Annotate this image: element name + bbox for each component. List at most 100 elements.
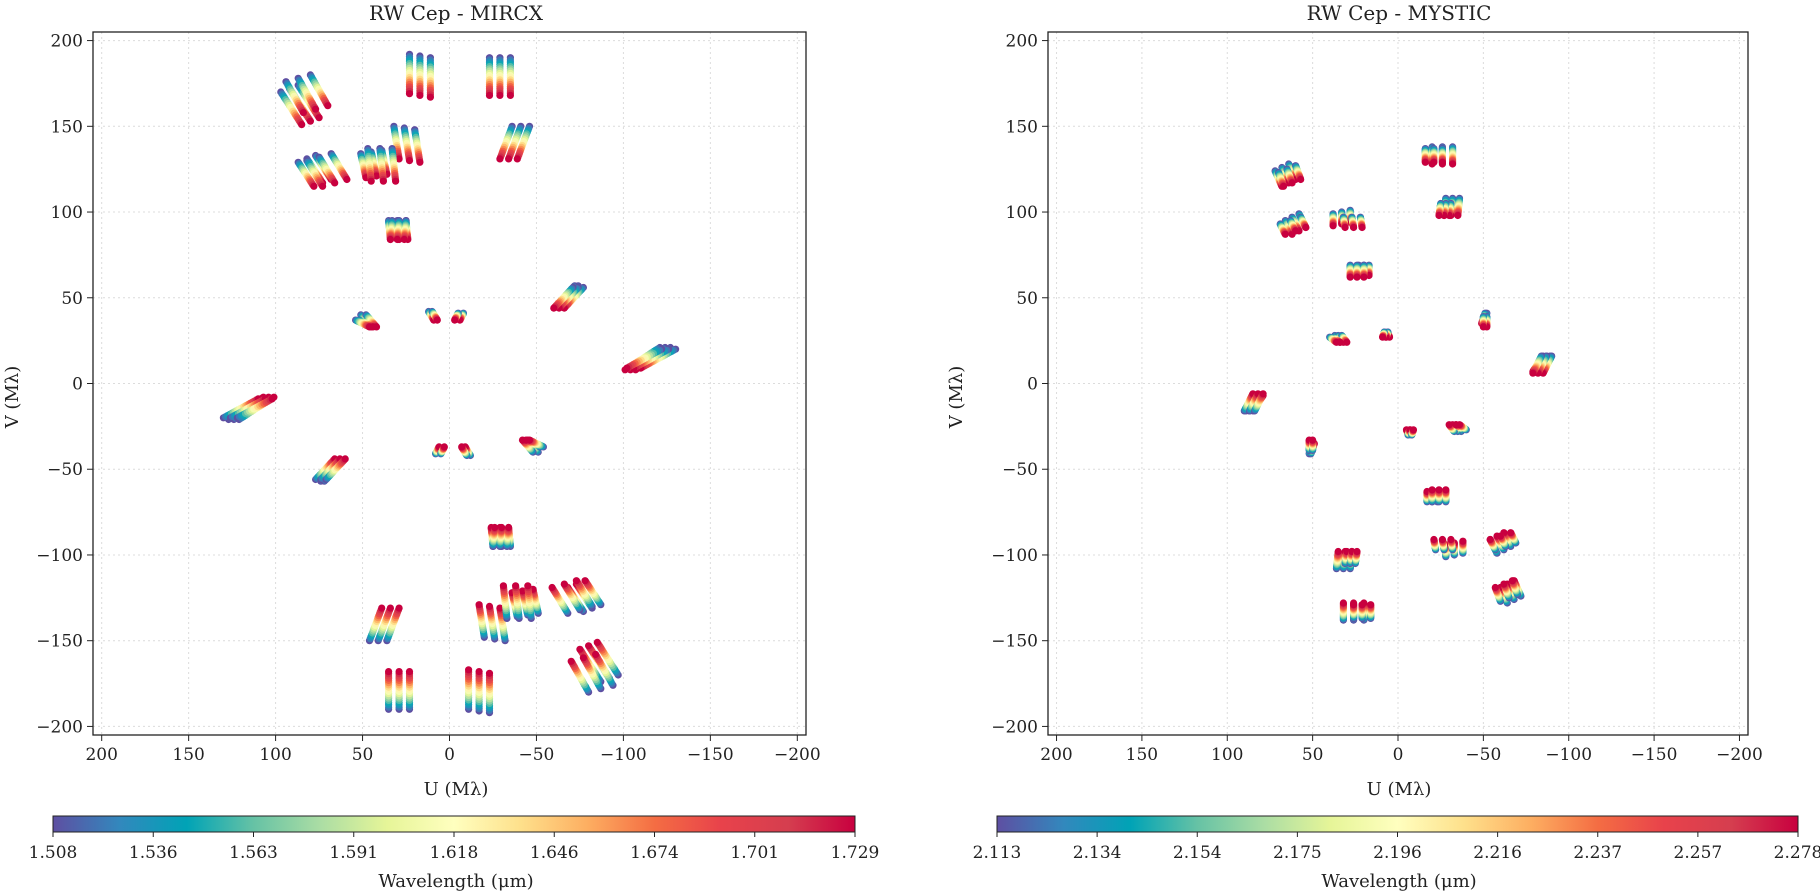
mystic-uv-point [1343,338,1351,346]
mystic-xtick-label: −200 [1716,745,1763,765]
mystic-x-axis-label: U (Mλ) [1367,779,1432,800]
mircx-uv-point [505,155,513,163]
mircx-xtick-label: 0 [444,745,455,765]
mystic-uv-point [1259,390,1267,398]
mircx-xtick-label: 100 [259,745,291,765]
mystic-colorbar [996,815,1799,833]
mystic-uv-point [1435,211,1443,220]
mircx-uv-point [341,455,349,463]
mircx-uv-point [485,91,494,99]
mystic-xtick-label: 200 [1040,745,1072,765]
mystic-uv-point [1421,158,1429,166]
mystic-colorbar-tick-label: 2.278 [1774,843,1820,863]
mircx-uv-point [315,114,323,122]
mircx-uv-point [426,93,434,101]
mystic-uv-points [1240,143,1556,624]
mircx-uv-point [433,316,441,324]
mircx-uv-point [475,668,483,676]
mystic-ytick-label: −150 [991,632,1038,652]
mircx-uv-point [506,91,514,99]
mircx-xtick-label: −100 [600,745,647,765]
mystic-uv-point [1309,436,1317,444]
mircx-uv-point [395,155,403,163]
mystic-uv-point [1508,577,1516,585]
mystic-uv-point [1329,222,1337,230]
mystic-uv-point [1346,273,1354,281]
mircx-uv-point [567,657,575,665]
mystic-xtick-label: 150 [1126,745,1158,765]
mircx-uv-point [365,323,374,331]
mircx-uv-point [485,669,494,677]
mystic-uv-point [1438,158,1446,166]
mystic-ytick-label: 0 [1027,375,1038,395]
mystic-uv-point [1459,537,1467,545]
mircx-uv-point [524,582,532,590]
mircx-uv-point [324,102,332,110]
mircx-ytick-label: −200 [36,717,83,737]
mircx-uv-point [496,604,504,612]
mystic-uv-point [1379,333,1387,341]
mircx-colorbar-tick-label: 1.563 [229,843,278,863]
mircx-uv-point [623,364,631,372]
mircx-ytick-label: 200 [51,32,83,52]
mircx-xtick-label: 150 [172,745,204,765]
mystic-colorbar-label: Wavelength (μm) [1321,871,1476,892]
mircx-uv-point [499,582,507,590]
mystic-uv-point [1507,529,1515,537]
mystic-uv-point [1496,532,1504,540]
mystic-uv-point [1435,486,1443,494]
mircx-uv-point [548,583,556,592]
mystic-xtick-label: 100 [1211,745,1243,765]
mircx-uv-point [405,668,414,676]
mystic-uv-point [1353,273,1361,281]
mircx-colorbar-tick-label: 1.591 [329,843,378,863]
mircx-uv-point [378,604,386,612]
mystic-uv-point [1360,273,1368,281]
mircx-uv-point [505,523,513,532]
mystic-uv-point [1302,223,1310,232]
mircx-ytick-label: 150 [51,117,83,137]
mircx-uv-point [331,179,339,187]
mircx-plot-frame [92,31,807,736]
mystic-uv-point [1358,223,1366,232]
mircx-uv-point [498,523,506,532]
mystic-colorbar-tick-label: 2.134 [1073,843,1122,863]
mircx-axis-ticks: 200 150 100 50 0 −50 −100 −150 −200200150100500−… [36,32,820,765]
mircx-uv-point [416,91,424,99]
mystic-uv-point [1442,486,1450,494]
mystic-uv-point [1367,601,1375,609]
mystic-uv-point [1353,547,1361,556]
mystic-colorbar-tick-label: 2.216 [1473,843,1522,863]
mircx-uv-point [572,577,581,585]
mircx-uv-point [518,587,527,595]
mircx-uv-point [581,577,589,585]
mircx-x-axis-label: U (Mλ) [424,779,489,800]
mircx-uv-point [405,90,414,98]
mircx-uv-point [511,582,520,590]
mircx-xtick-label: −50 [519,745,555,765]
mystic-uv-point [1479,323,1487,331]
mircx-uv-point [416,158,424,166]
mircx-uv-point [379,177,387,185]
mystic-ytick-label: 200 [1006,32,1038,52]
mystic-uv-point [1430,158,1438,166]
mircx-uv-point [310,182,318,190]
mircx-colorbar-tick-label: 1.618 [430,843,479,863]
mircx-uv-point [485,602,494,611]
mircx-uv-point [451,316,459,324]
mircx-colorbar-tick-label: 1.646 [530,843,579,863]
mircx-uv-point [385,668,393,676]
mircx-uv-point [525,436,534,444]
mystic-uv-point [1350,223,1358,232]
mircx-uv-point [496,155,504,163]
mircx-uv-point [268,395,276,403]
mircx-xtick-label: 200 [85,745,117,765]
mystic-uv-point [1292,227,1300,235]
mystic-xtick-label: 0 [1393,745,1404,765]
mystic-xtick-label: −150 [1631,745,1678,765]
mircx-ytick-label: −150 [36,632,83,652]
mystic-ytick-label: −50 [1002,460,1038,480]
mystic-colorbar-tick-label: 2.237 [1573,843,1622,863]
mircx-uv-point [440,443,448,451]
mystic-uv-point [1454,211,1462,220]
